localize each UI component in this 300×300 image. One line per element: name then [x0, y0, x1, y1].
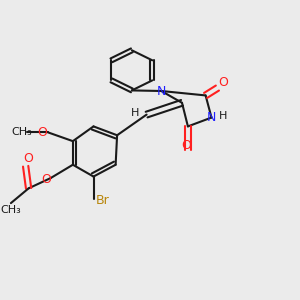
- Text: H: H: [219, 111, 227, 121]
- Text: CH₃: CH₃: [11, 127, 32, 137]
- Text: O: O: [182, 139, 191, 152]
- Text: H: H: [130, 108, 139, 118]
- Text: N: N: [157, 85, 166, 98]
- Text: Br: Br: [95, 194, 109, 207]
- Text: O: O: [218, 76, 228, 89]
- Text: O: O: [24, 152, 34, 165]
- Text: O: O: [38, 126, 47, 139]
- Text: N: N: [207, 111, 216, 124]
- Text: CH₃: CH₃: [1, 206, 21, 215]
- Text: O: O: [41, 173, 51, 186]
